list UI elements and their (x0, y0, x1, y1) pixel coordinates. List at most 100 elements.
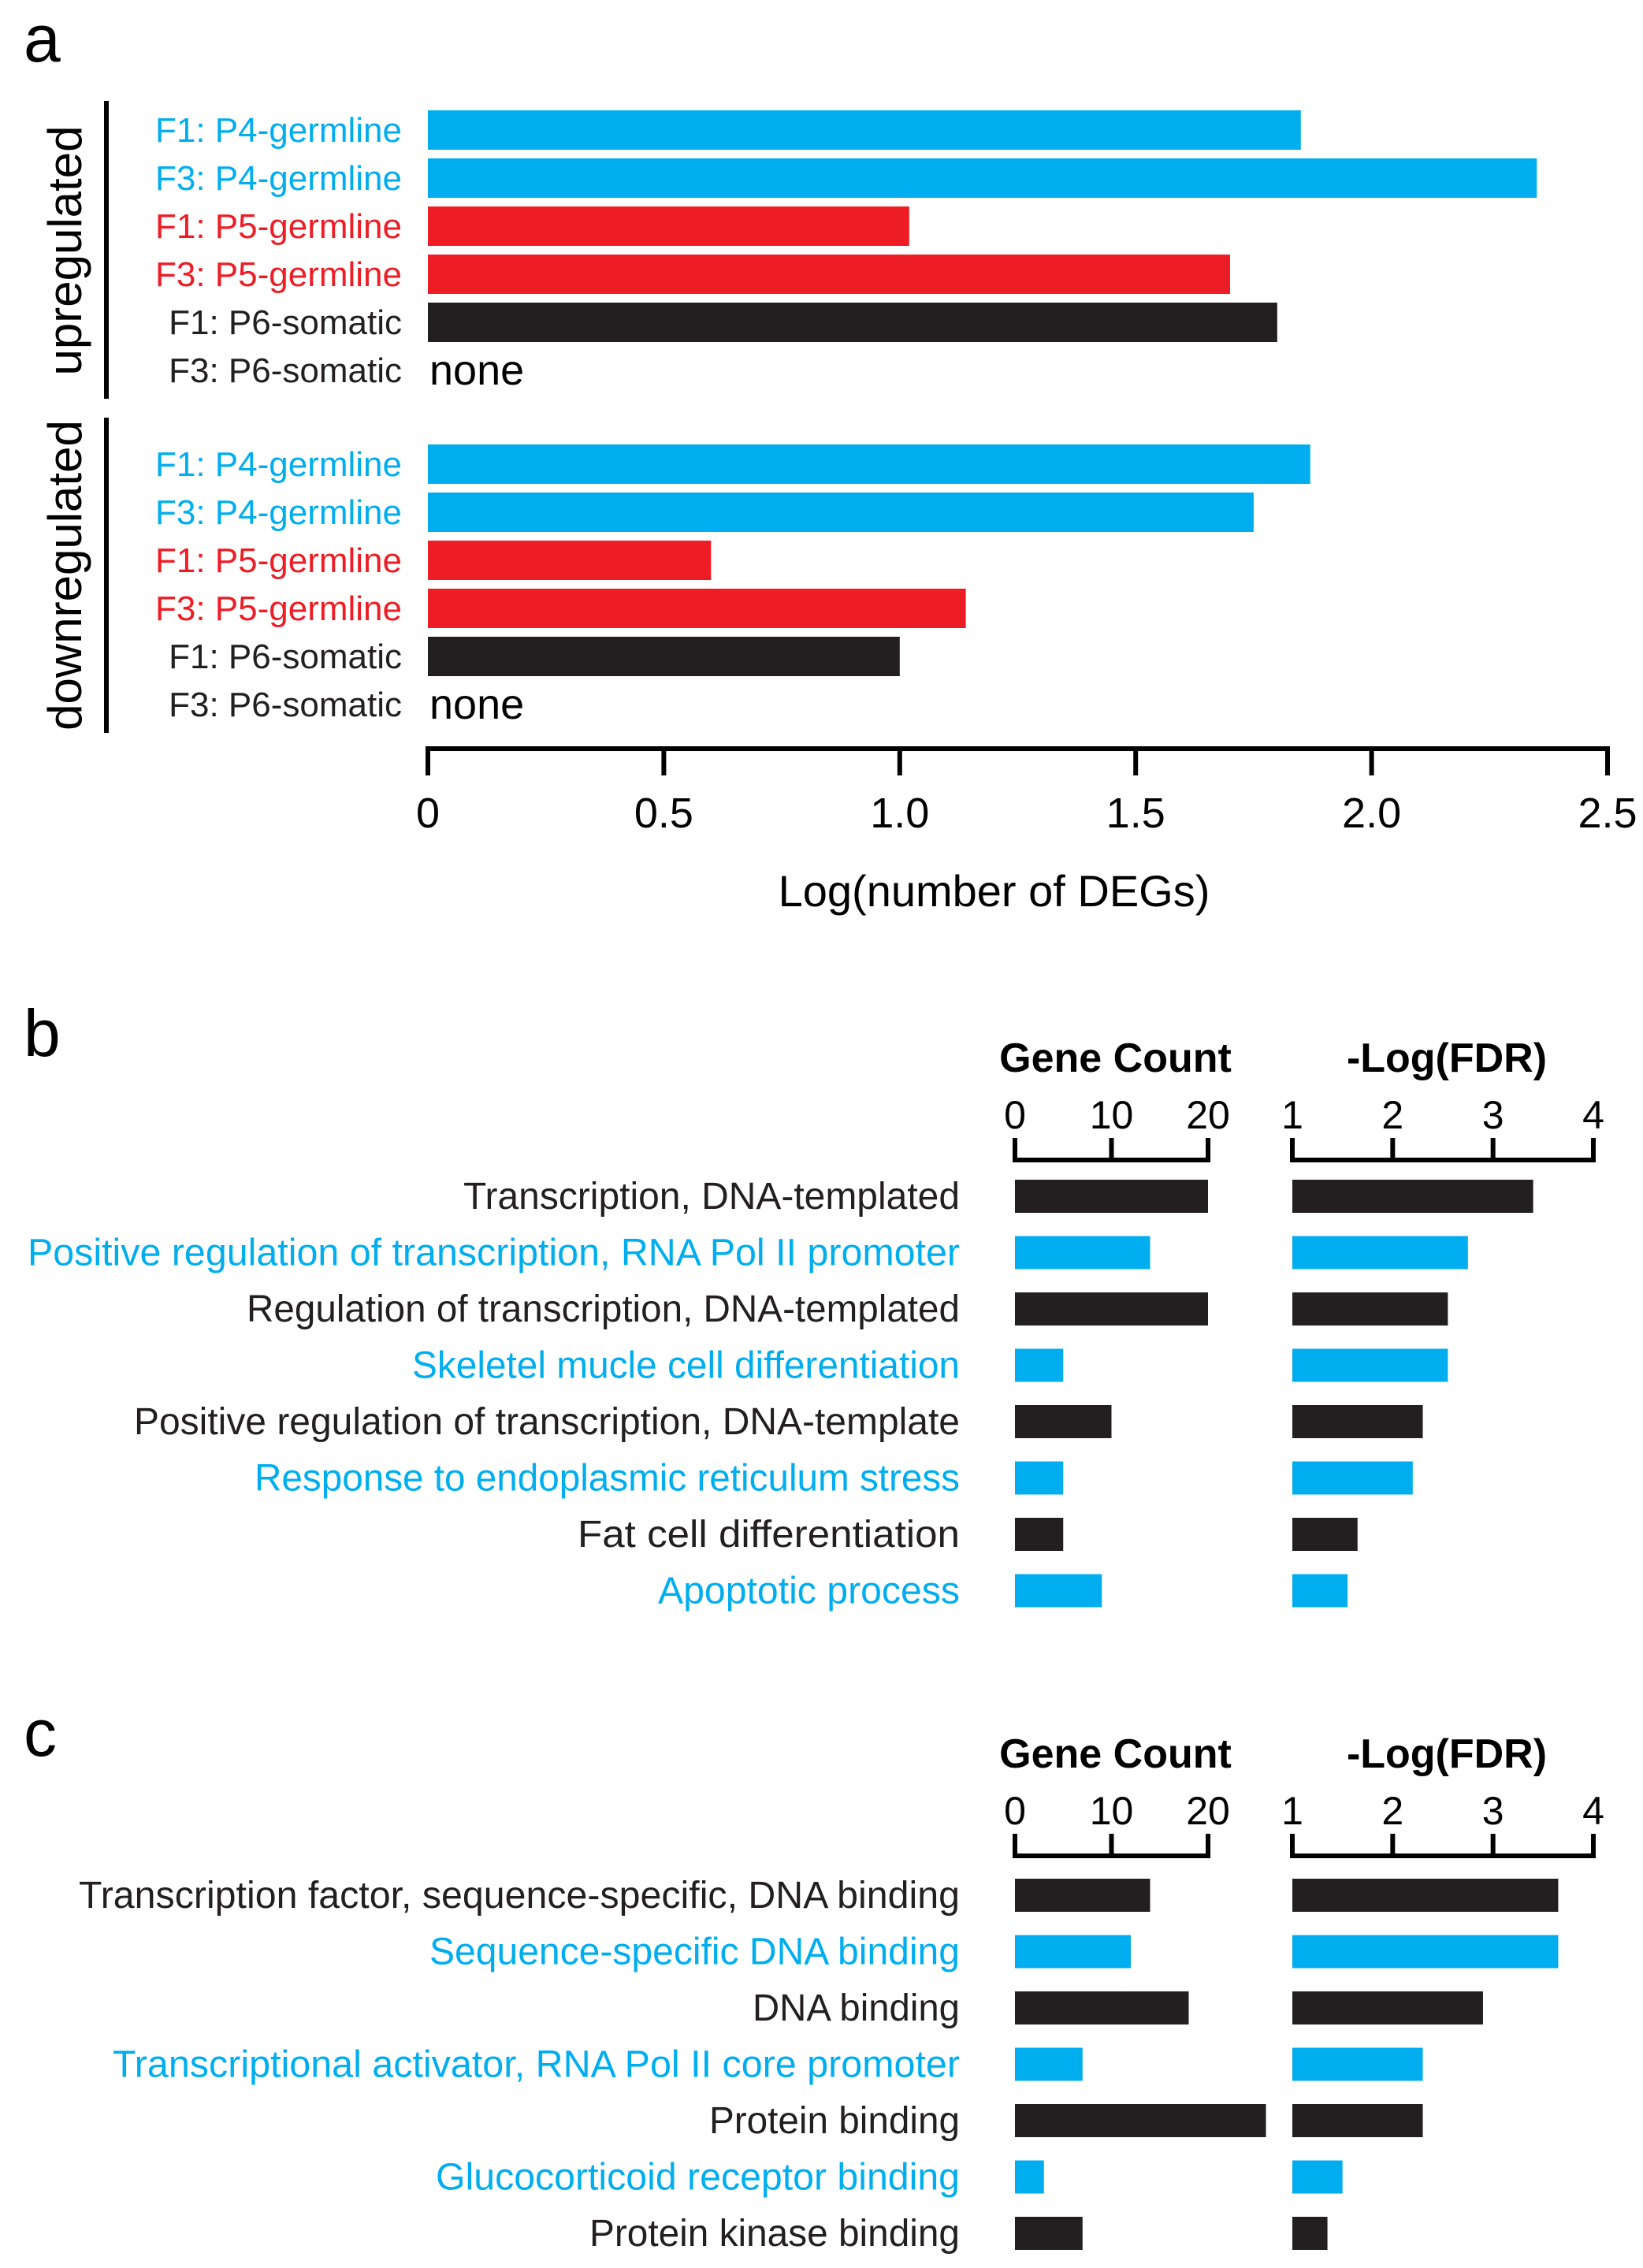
bar-upregulated-1 (428, 158, 1537, 198)
gene-count-tick-label: 10 (1090, 1789, 1134, 1833)
fdr-bar-3 (1292, 2047, 1423, 2081)
go-term-label: Positive regulation of transcription, RN… (28, 1233, 960, 1274)
gene-count-bar-3 (1015, 2047, 1083, 2081)
fdr-bar-2 (1292, 1292, 1448, 1325)
fdr-bar-1 (1292, 1935, 1559, 1969)
row-label: F1: P4-germline (155, 445, 402, 484)
bar-downregulated-0 (428, 444, 1310, 484)
go-term-label: Skeletel mucle cell differentiation (412, 1345, 960, 1387)
x-tick-label: 2.5 (1578, 790, 1637, 837)
bar-upregulated-4 (428, 303, 1277, 342)
bar-downregulated-3 (428, 589, 966, 628)
go-term-label: Positive regulation of transcription, DN… (134, 1401, 960, 1443)
gene-count-tick-label: 10 (1090, 1093, 1134, 1137)
fdr-tick-label: 2 (1381, 1789, 1403, 1833)
x-tick-label: 2.0 (1342, 790, 1401, 837)
gene-count-title: Gene Count (999, 1731, 1232, 1777)
fdr-bar-1 (1292, 1236, 1468, 1270)
go-term-label: Transcription, DNA-templated (463, 1176, 960, 1218)
none-label: none (429, 681, 524, 728)
panel-a-chart: upregulated F1: P4-germline F3: P4-germlin… (39, 101, 1637, 916)
fdr-title: -Log(FDR) (1347, 1035, 1547, 1081)
row-label: F3: P6-somatic (169, 686, 402, 724)
x-axis-label: Log(number of DEGs) (779, 866, 1210, 916)
panel-letter-b: b (24, 996, 61, 1070)
go-term-label: Sequence-specific DNA binding (429, 1932, 960, 1973)
row-label: F1: P6-somatic (169, 638, 402, 676)
go-term-label: Transcriptional activator, RNA Pol II co… (113, 2044, 960, 2086)
gene-count-bar-2 (1015, 1991, 1189, 2024)
gene-count-tick-label: 0 (1004, 1789, 1026, 1833)
fdr-tick-label: 1 (1281, 1789, 1303, 1833)
row-label: F3: P4-germline (155, 159, 402, 198)
go-term-label: Transcription factor, sequence-specific,… (79, 1875, 960, 1917)
fdr-bar-6 (1292, 1518, 1358, 1551)
row-label: F3: P4-germline (155, 493, 402, 532)
x-tick-label: 0 (416, 790, 440, 837)
go-term-label: DNA binding (753, 1987, 960, 2029)
bar-downregulated-2 (428, 541, 712, 580)
fdr-bar-7 (1292, 1574, 1348, 1608)
gene-count-bar-7 (1015, 1574, 1102, 1608)
gene-count-bar-3 (1015, 1348, 1064, 1382)
gene-count-tick-label: 20 (1186, 1789, 1230, 1833)
panel-letter-a: a (24, 2, 61, 76)
fdr-tick-label: 1 (1281, 1093, 1303, 1137)
bar-downregulated-4 (428, 637, 900, 676)
row-label: F1: P6-somatic (169, 303, 402, 342)
fdr-title: -Log(FDR) (1347, 1731, 1547, 1777)
go-term-label: Glucocorticoid receptor binding (436, 2157, 960, 2199)
gene-count-bar-1 (1015, 1236, 1150, 1270)
fdr-bar-2 (1292, 1991, 1483, 2024)
fdr-bar-5 (1292, 1461, 1413, 1495)
go-term-label: Apoptotic process (658, 1571, 960, 1612)
fdr-bar-4 (1292, 2104, 1423, 2137)
row-label: F3: P5-germline (155, 589, 402, 628)
group-label-upregulated: upregulated (39, 126, 91, 376)
gene-count-bar-5 (1015, 1461, 1064, 1495)
fdr-tick-label: 3 (1482, 1789, 1504, 1833)
x-tick-label: 1.5 (1106, 790, 1165, 837)
go-term-label: Response to endoplasmic reticulum stress (255, 1458, 960, 1500)
go-term-label: Protein binding (709, 2100, 960, 2142)
fdr-bar-5 (1292, 2160, 1343, 2194)
fdr-bar-0 (1292, 1180, 1533, 1213)
gene-count-bar-6 (1015, 2217, 1083, 2250)
row-label: F3: P5-germline (155, 255, 402, 294)
gene-count-bar-5 (1015, 2160, 1044, 2194)
row-label: F1: P5-germline (155, 207, 402, 246)
fdr-bar-4 (1292, 1405, 1423, 1438)
gene-count-bar-2 (1015, 1292, 1208, 1325)
fdr-bar-6 (1292, 2217, 1328, 2250)
gene-count-bar-0 (1015, 1180, 1208, 1213)
row-label: F1: P4-germline (155, 111, 402, 150)
row-label: F3: P6-somatic (169, 351, 402, 390)
fdr-tick-label: 2 (1381, 1093, 1403, 1137)
panel-letter-c: c (24, 1696, 57, 1770)
gene-count-bar-6 (1015, 1518, 1064, 1551)
go-term-label: Regulation of transcription, DNA-templat… (247, 1288, 960, 1330)
bar-upregulated-0 (428, 110, 1301, 150)
bar-upregulated-2 (428, 206, 909, 246)
fdr-bar-0 (1292, 1879, 1559, 1912)
x-tick-label: 1.0 (870, 790, 929, 837)
fdr-bar-3 (1292, 1348, 1448, 1382)
gene-count-bar-4 (1015, 2104, 1266, 2137)
x-tick-label: 0.5 (634, 790, 693, 837)
none-label: none (429, 347, 524, 394)
gene-count-bar-0 (1015, 1879, 1150, 1912)
gene-count-bar-4 (1015, 1405, 1112, 1438)
panel-c-chart: Gene Count -Log(FDR) 0 10 20 1 2 3 4 Transcriptio… (79, 1731, 1604, 2255)
gene-count-bar-1 (1015, 1935, 1131, 1969)
gene-count-tick-label: 0 (1004, 1093, 1026, 1137)
bar-upregulated-3 (428, 255, 1230, 294)
fdr-tick-label: 4 (1582, 1789, 1604, 1833)
gene-count-title: Gene Count (999, 1035, 1232, 1081)
gene-count-tick-label: 20 (1186, 1093, 1230, 1137)
fdr-tick-label: 3 (1482, 1093, 1504, 1137)
go-term-label: Protein kinase binding (589, 2213, 960, 2255)
bar-downregulated-1 (428, 493, 1254, 532)
go-term-label: Fat cell differentiation (578, 1514, 960, 1556)
fdr-tick-label: 4 (1582, 1093, 1604, 1137)
